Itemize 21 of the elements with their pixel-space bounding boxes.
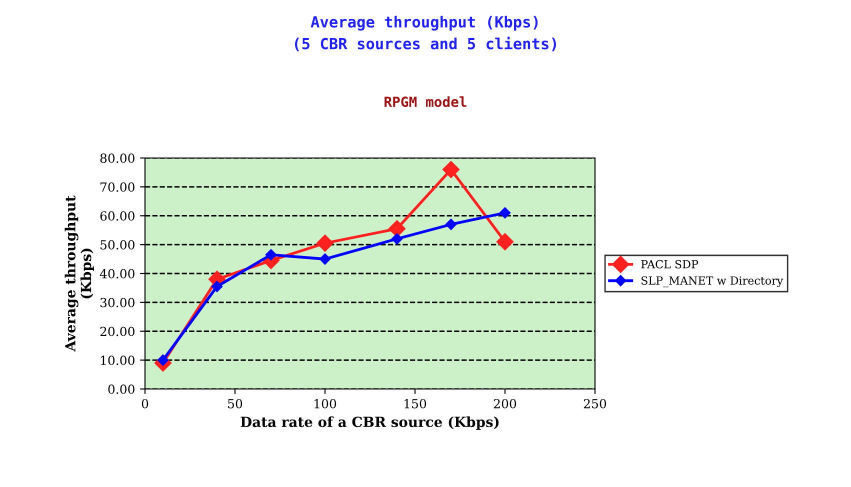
x-tick-label: 200	[494, 398, 516, 408]
y-tick-label: 30.00	[100, 298, 134, 308]
y-tick-label: 60.00	[100, 211, 134, 221]
y-tick-label: 20.00	[100, 326, 134, 336]
x-tick-label: 50	[228, 398, 242, 408]
y-tick-label: 70.00	[100, 182, 134, 192]
y-tick-label: 80.00	[100, 153, 134, 163]
y-tick-label: 0.00	[108, 384, 134, 394]
x-tick-label: 150	[404, 398, 426, 408]
y-tick-label: 40.00	[100, 268, 134, 278]
y-tick-label: 10.00	[101, 356, 134, 366]
chart-subtitle: RPGM model	[384, 96, 466, 108]
legend-label: SLP_MANET w Directory	[642, 276, 784, 288]
x-axis-title: Data rate of a CBR source (Kbps)	[240, 416, 499, 430]
y-axis-title: Average throughput (Kbps)	[64, 196, 94, 352]
x-tick-label: 250	[584, 398, 606, 408]
y-tick-label: 50.00	[100, 240, 134, 250]
x-tick-label: 0	[142, 398, 148, 408]
chart-title: Average throughput (Kbps) (5 CBR sources and 5 clients)	[294, 16, 556, 52]
x-tick-label: 100	[314, 398, 336, 408]
legend-label: PACL SDP	[641, 260, 698, 268]
